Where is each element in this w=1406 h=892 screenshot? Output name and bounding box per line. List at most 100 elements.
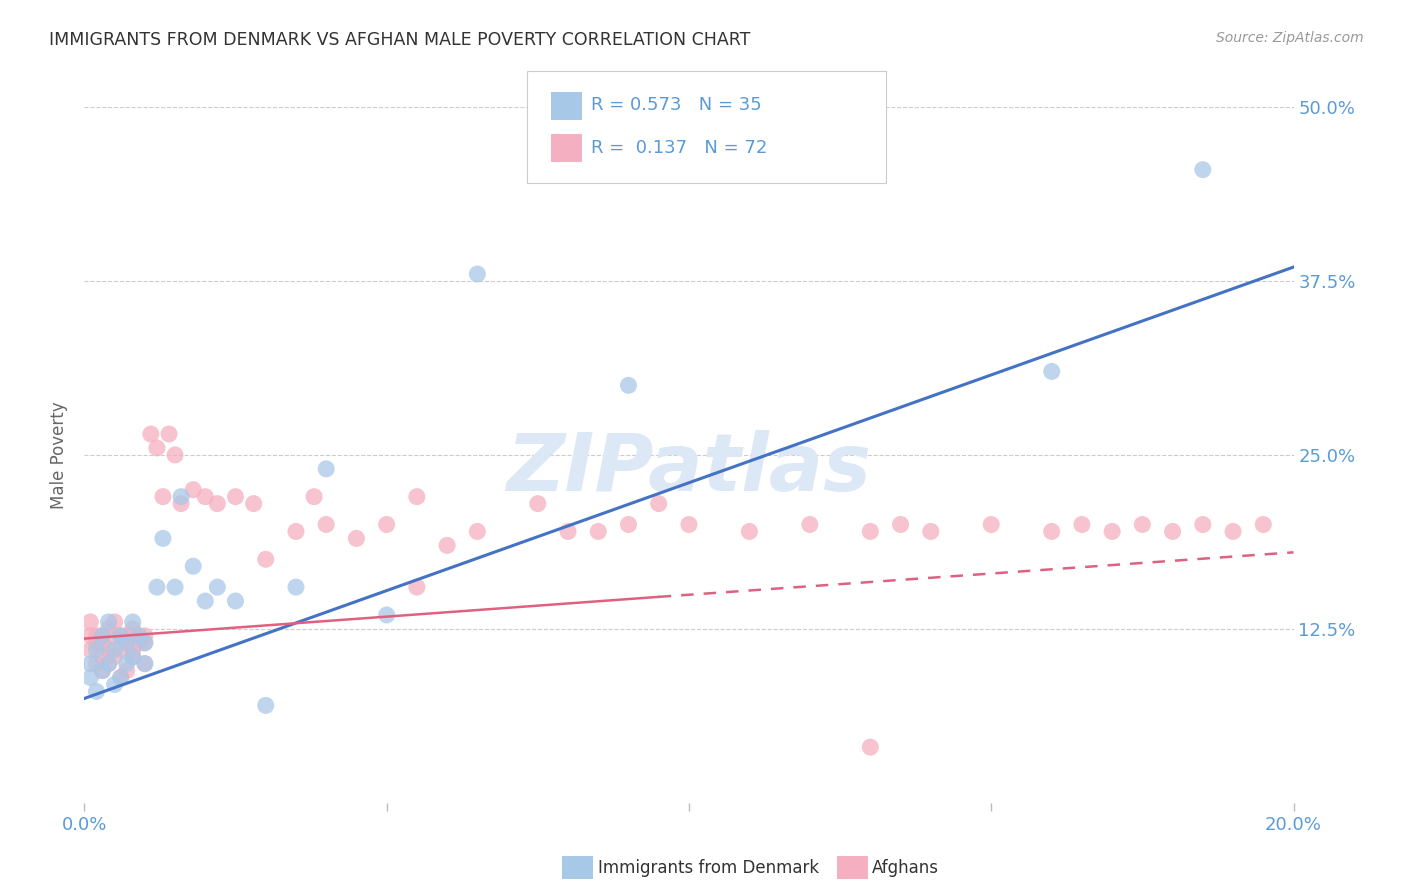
Point: [146, 441, 169, 455]
Point: [79, 629, 101, 643]
Point: [285, 580, 308, 594]
Point: [302, 490, 325, 504]
Point: [1040, 524, 1063, 539]
Point: [225, 594, 247, 608]
Point: [1040, 364, 1063, 378]
Point: [170, 490, 193, 504]
Point: [920, 524, 942, 539]
Point: [91, 636, 114, 650]
Point: [97, 657, 120, 671]
Point: [121, 615, 143, 629]
Point: [86, 684, 108, 698]
Point: [648, 497, 671, 511]
Point: [467, 267, 489, 281]
Point: [467, 524, 489, 539]
Point: [91, 664, 114, 678]
Point: [254, 552, 277, 566]
Point: [617, 517, 640, 532]
Point: [225, 490, 247, 504]
Point: [134, 636, 156, 650]
Point: [134, 629, 156, 643]
Point: [115, 636, 138, 650]
Point: [285, 524, 308, 539]
Point: [121, 642, 143, 657]
Point: [115, 636, 138, 650]
Point: [181, 483, 204, 497]
Point: [678, 517, 700, 532]
Point: [152, 532, 174, 546]
Point: [79, 671, 101, 685]
Point: [139, 427, 162, 442]
Text: Afghans: Afghans: [872, 859, 939, 877]
Point: [110, 671, 132, 685]
Point: [128, 629, 150, 643]
Point: [86, 642, 108, 657]
Point: [104, 649, 127, 664]
Point: [1253, 517, 1275, 532]
Point: [128, 636, 150, 650]
Text: Immigrants from Denmark: Immigrants from Denmark: [598, 859, 818, 877]
Point: [115, 657, 138, 671]
Point: [115, 629, 138, 643]
Point: [91, 664, 114, 678]
Point: [557, 524, 579, 539]
Point: [242, 497, 264, 511]
Text: R = 0.573   N = 35: R = 0.573 N = 35: [591, 96, 761, 114]
Point: [104, 677, 127, 691]
Point: [207, 497, 229, 511]
Point: [406, 580, 429, 594]
Point: [146, 580, 169, 594]
Point: [1192, 162, 1215, 177]
Point: [104, 642, 127, 657]
Point: [110, 671, 132, 685]
Point: [128, 629, 150, 643]
Point: [1130, 517, 1153, 532]
Point: [97, 615, 120, 629]
Point: [110, 629, 132, 643]
Point: [104, 615, 127, 629]
Point: [194, 594, 217, 608]
Point: [890, 517, 912, 532]
Point: [799, 517, 821, 532]
Point: [406, 490, 429, 504]
Point: [157, 427, 180, 442]
Point: [104, 629, 127, 643]
Point: [165, 448, 187, 462]
Point: [79, 615, 101, 629]
Text: R =  0.137   N = 72: R = 0.137 N = 72: [591, 139, 766, 157]
Point: [121, 649, 143, 664]
Point: [152, 490, 174, 504]
Point: [588, 524, 610, 539]
Point: [375, 607, 398, 622]
Point: [1192, 517, 1215, 532]
Point: [86, 657, 108, 671]
Text: Source: ZipAtlas.com: Source: ZipAtlas.com: [1216, 31, 1364, 45]
Point: [527, 497, 550, 511]
Point: [79, 642, 101, 657]
Point: [134, 636, 156, 650]
Point: [980, 517, 1002, 532]
Point: [1071, 517, 1094, 532]
Y-axis label: Male Poverty: Male Poverty: [51, 401, 69, 508]
Point: [1161, 524, 1184, 539]
Point: [86, 629, 108, 643]
Point: [181, 559, 204, 574]
Point: [346, 532, 368, 546]
Point: [254, 698, 277, 713]
Point: [315, 462, 337, 476]
Point: [1222, 524, 1244, 539]
Point: [859, 524, 882, 539]
Point: [91, 629, 114, 643]
Point: [97, 642, 120, 657]
Point: [110, 642, 132, 657]
Point: [170, 497, 193, 511]
Point: [134, 657, 156, 671]
Point: [97, 622, 120, 636]
Point: [207, 580, 229, 594]
Point: [859, 740, 882, 755]
Point: [165, 580, 187, 594]
Text: IMMIGRANTS FROM DENMARK VS AFGHAN MALE POVERTY CORRELATION CHART: IMMIGRANTS FROM DENMARK VS AFGHAN MALE P…: [49, 31, 751, 49]
Point: [436, 538, 458, 552]
Point: [121, 622, 143, 636]
Point: [110, 629, 132, 643]
